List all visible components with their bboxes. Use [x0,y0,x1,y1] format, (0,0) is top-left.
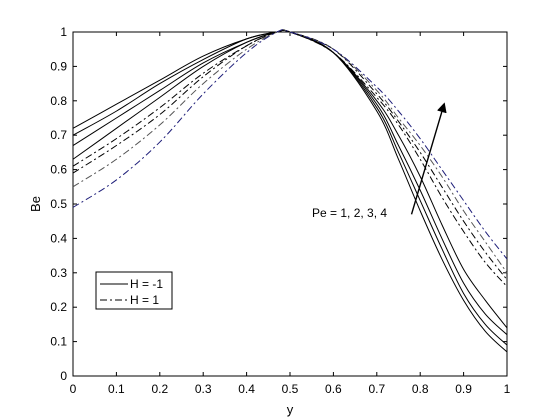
x-tick-label: 0.7 [368,382,385,396]
x-tick-label: 0.1 [108,382,125,396]
y-tick-label: 0.3 [50,266,67,280]
y-tick-label: 0.9 [50,59,67,73]
y-tick-label: 0.8 [50,94,67,108]
x-tick-label: 0.3 [195,382,212,396]
y-tick-label: 0.7 [50,128,67,142]
series-layer [72,29,508,353]
x-tick-label: 0.4 [238,382,255,396]
legend-label-dashdot: H = 1 [130,293,159,307]
x-axis-title: y [287,402,294,417]
x-tick-label: 0.8 [412,382,429,396]
y-tick-label: 0 [60,369,67,383]
y-axis-title: Be [28,196,43,212]
y-tick-label: 1 [60,25,67,39]
annotation-label: Pe = 1, 2, 3, 4 [312,206,387,220]
series-line-5 [72,29,508,280]
legend: H = -1 H = 1 [95,271,173,310]
x-tick-label: 1 [504,382,511,396]
series-line-7 [72,29,508,260]
y-tick-label: 0.5 [50,197,67,211]
x-tick-label: 0.2 [151,382,168,396]
legend-box [95,271,173,310]
x-tick-label: 0.6 [325,382,342,396]
plot-area [72,31,508,377]
y-tick-label: 0.1 [50,335,67,349]
axis-tick-labels: 0 0.1 0.2 0.3 0.4 0.5 0.6 0.7 0.8 0.9 1 0 0.1 0.2 0.3 0… [50,25,510,396]
x-tick-label: 0 [70,382,77,396]
legend-label-solid: H = -1 [130,277,163,291]
y-tick-label: 0.2 [50,300,67,314]
series-line-4 [72,29,508,287]
y-tick-label: 0.4 [50,231,67,245]
axis-ticks [72,31,508,377]
x-tick-label: 0.5 [282,382,299,396]
y-tick-label: 0.6 [50,163,67,177]
annotation-arrow [410,102,447,215]
x-tick-label: 0.9 [455,382,472,396]
